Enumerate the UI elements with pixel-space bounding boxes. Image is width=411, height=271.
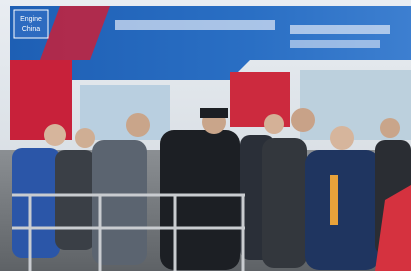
page: Engine China (() => { const data = JSON.…: [0, 0, 411, 271]
banner-text-block: [290, 40, 380, 48]
photo: Engine China: [0, 0, 411, 271]
banner-text-block: [290, 25, 390, 34]
booth-wall: [80, 85, 170, 140]
banner-text-block: [115, 20, 275, 30]
logo-text: China: [22, 26, 40, 33]
logo-box: [14, 10, 48, 38]
logo-text: Engine: [20, 16, 42, 23]
